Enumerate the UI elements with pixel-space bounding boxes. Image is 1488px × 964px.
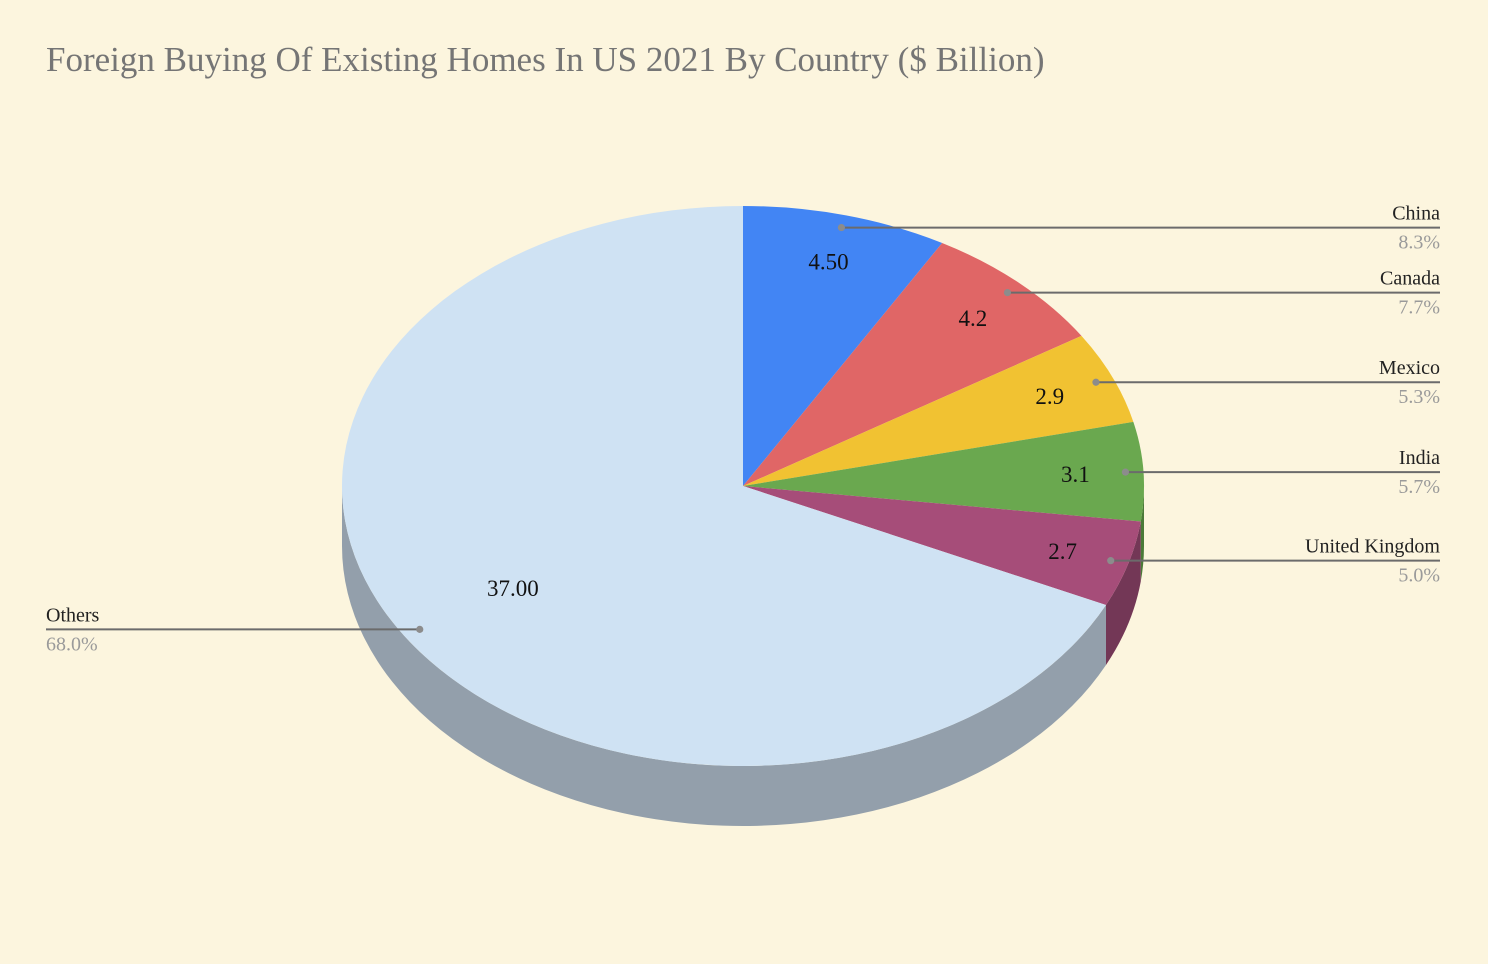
pie-side-layer (342, 486, 1144, 827)
leader-dot (1121, 468, 1130, 476)
leader-dot (1107, 557, 1115, 565)
slice-value-label: 2.9 (1035, 384, 1064, 409)
callout-name: India (1399, 447, 1440, 469)
callout-name: Canada (1380, 268, 1440, 290)
slice-value-label: 4.2 (958, 306, 987, 331)
callout-percent: 68.0% (46, 633, 98, 655)
pie-side-india (1140, 486, 1144, 582)
leader-dot (837, 223, 846, 232)
callout-layer: China 8.3% Canada 7.7% Mexico 5.3% India 5.7% Un… (46, 203, 1440, 655)
callout-percent: 5.7% (1398, 476, 1440, 498)
slice-value-label: 3.1 (1061, 462, 1090, 487)
callout-name: Others (46, 604, 100, 626)
pie-side-others (342, 486, 1106, 827)
callout-percent: 7.7% (1398, 297, 1440, 319)
leader-dot (1092, 378, 1100, 386)
slice-value-label: 4.50 (808, 249, 848, 274)
callout-percent: 5.0% (1398, 565, 1440, 587)
callout-percent: 5.3% (1398, 386, 1440, 408)
callout-name: China (1392, 203, 1440, 225)
pie-top-layer (342, 206, 1144, 767)
leader-dot (1003, 289, 1012, 297)
chart-title: Foreign Buying Of Existing Homes In US 2… (46, 40, 1045, 79)
slice-label-layer: 4.50 4.2 2.9 3.1 2.7 37.00 (487, 249, 1090, 601)
callout-name: United Kingdom (1305, 536, 1440, 558)
leader-dot (416, 625, 424, 633)
slice-value-label: 37.00 (487, 576, 539, 601)
pie-slice-united-kingdom[interactable] (743, 486, 1141, 605)
pie-slice-china[interactable] (743, 206, 943, 486)
pie-slice-others[interactable] (342, 206, 1106, 767)
pie-slice-mexico[interactable] (743, 335, 1134, 486)
slice-value-label: 2.7 (1048, 539, 1077, 564)
pie-slice-india[interactable] (743, 421, 1144, 522)
pie-slice-canada[interactable] (743, 242, 1082, 486)
pie-side-united-kingdom (1105, 521, 1141, 665)
callout-percent: 8.3% (1398, 232, 1440, 254)
callout-name: Mexico (1379, 357, 1440, 379)
